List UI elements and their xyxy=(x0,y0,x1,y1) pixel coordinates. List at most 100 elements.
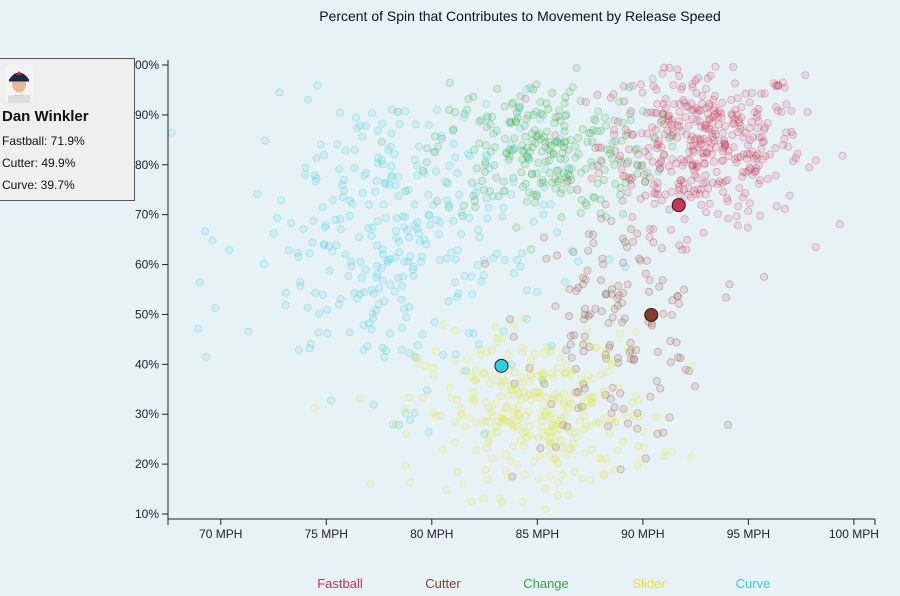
highlight-point-cutter[interactable] xyxy=(644,307,659,322)
background-point-curve xyxy=(200,227,209,236)
background-point-change xyxy=(529,190,538,199)
background-point-change xyxy=(432,197,441,206)
highlight-point-fastball[interactable] xyxy=(671,198,686,213)
background-point-change xyxy=(536,97,545,106)
background-point-curve xyxy=(318,290,327,299)
background-point-change xyxy=(631,145,640,154)
background-point-slider xyxy=(569,366,578,375)
background-point-fastball xyxy=(774,81,783,90)
background-point-slider xyxy=(429,370,438,379)
background-point-curve xyxy=(320,223,329,232)
background-point-curve xyxy=(449,139,458,148)
background-point-fastball xyxy=(685,147,694,156)
background-point-fastball xyxy=(754,104,763,113)
legend-item-fastball[interactable]: Fastball xyxy=(317,576,363,591)
background-point-cutter xyxy=(653,347,662,356)
background-point-fastball xyxy=(748,170,757,179)
background-point-fastball xyxy=(688,161,697,170)
background-point-slider xyxy=(543,427,552,436)
background-point-curve xyxy=(373,159,382,168)
background-point-curve xyxy=(444,297,453,306)
background-point-fastball xyxy=(647,108,656,117)
background-point-fastball xyxy=(617,165,626,174)
background-point-change xyxy=(532,107,541,116)
background-point-slider xyxy=(469,397,478,406)
background-point-fastball xyxy=(734,202,743,211)
background-point-curve xyxy=(319,240,328,249)
background-point-fastball xyxy=(801,71,810,80)
background-point-change xyxy=(615,97,624,106)
background-point-curve xyxy=(392,214,401,223)
background-point-change xyxy=(564,169,573,178)
background-point-cutter xyxy=(562,346,571,355)
background-point-fastball xyxy=(739,168,748,177)
background-point-cutter xyxy=(642,256,651,265)
background-point-cutter xyxy=(551,302,560,311)
stat-curve: Curve: 39.7% xyxy=(2,178,75,192)
background-point-curve xyxy=(404,185,413,194)
background-point-change xyxy=(542,99,551,108)
legend-item-slider[interactable]: Slider xyxy=(632,576,666,591)
x-tick-label: 80 MPH xyxy=(410,527,453,541)
background-point-cutter xyxy=(614,358,623,367)
background-point-fastball xyxy=(754,179,763,188)
background-point-curve xyxy=(411,120,420,129)
background-point-fastball xyxy=(609,90,618,99)
background-point-slider xyxy=(439,445,448,454)
background-point-change xyxy=(571,153,580,162)
y-tick-label: 30% xyxy=(135,407,159,421)
background-point-change xyxy=(551,113,560,122)
background-point-slider xyxy=(516,436,525,445)
background-point-change xyxy=(506,118,515,127)
background-point-curve xyxy=(507,140,516,149)
background-point-slider xyxy=(631,392,640,401)
background-point-fastball xyxy=(733,153,742,162)
background-point-curve xyxy=(465,213,474,222)
background-point-slider xyxy=(499,415,508,424)
background-point-fastball xyxy=(707,150,716,159)
background-point-curve xyxy=(385,180,394,189)
background-point-fastball xyxy=(606,93,615,102)
background-point-slider xyxy=(554,394,563,403)
background-point-fastball xyxy=(693,109,702,118)
background-point-fastball xyxy=(771,171,780,180)
background-point-change xyxy=(667,132,676,141)
background-point-cutter xyxy=(618,298,627,307)
background-point-fastball xyxy=(745,163,754,172)
background-point-curve xyxy=(208,236,217,245)
background-point-cutter xyxy=(510,379,519,388)
background-point-change xyxy=(532,190,541,199)
legend-item-change[interactable]: Change xyxy=(523,576,569,591)
background-point-curve xyxy=(398,323,407,332)
highlight-point-curve[interactable] xyxy=(494,358,509,373)
background-point-curve xyxy=(409,271,418,280)
background-point-slider xyxy=(552,430,561,439)
background-point-curve xyxy=(367,231,376,240)
background-point-fastball xyxy=(684,102,693,111)
background-point-cutter xyxy=(665,205,674,214)
background-point-fastball xyxy=(675,122,684,131)
background-point-change xyxy=(610,116,619,125)
background-point-cutter xyxy=(681,365,690,374)
background-point-cutter xyxy=(604,422,613,431)
background-point-change xyxy=(528,136,537,145)
background-point-change xyxy=(493,84,502,93)
background-point-curve xyxy=(399,272,408,281)
background-point-change xyxy=(596,195,605,204)
background-point-fastball xyxy=(703,109,712,118)
background-point-change xyxy=(554,177,563,186)
background-point-slider xyxy=(520,471,529,480)
background-point-slider xyxy=(535,451,544,460)
background-point-fastball xyxy=(644,152,653,161)
legend-item-cutter[interactable]: Cutter xyxy=(425,576,461,591)
legend-item-curve[interactable]: Curve xyxy=(736,576,771,591)
background-point-slider xyxy=(660,451,669,460)
background-point-change xyxy=(521,179,530,188)
background-point-fastball xyxy=(669,128,678,137)
background-point-change xyxy=(551,174,560,183)
background-point-fastball xyxy=(655,159,664,168)
background-point-curve xyxy=(552,228,561,237)
background-point-slider xyxy=(527,356,536,365)
background-point-curve xyxy=(453,292,462,301)
